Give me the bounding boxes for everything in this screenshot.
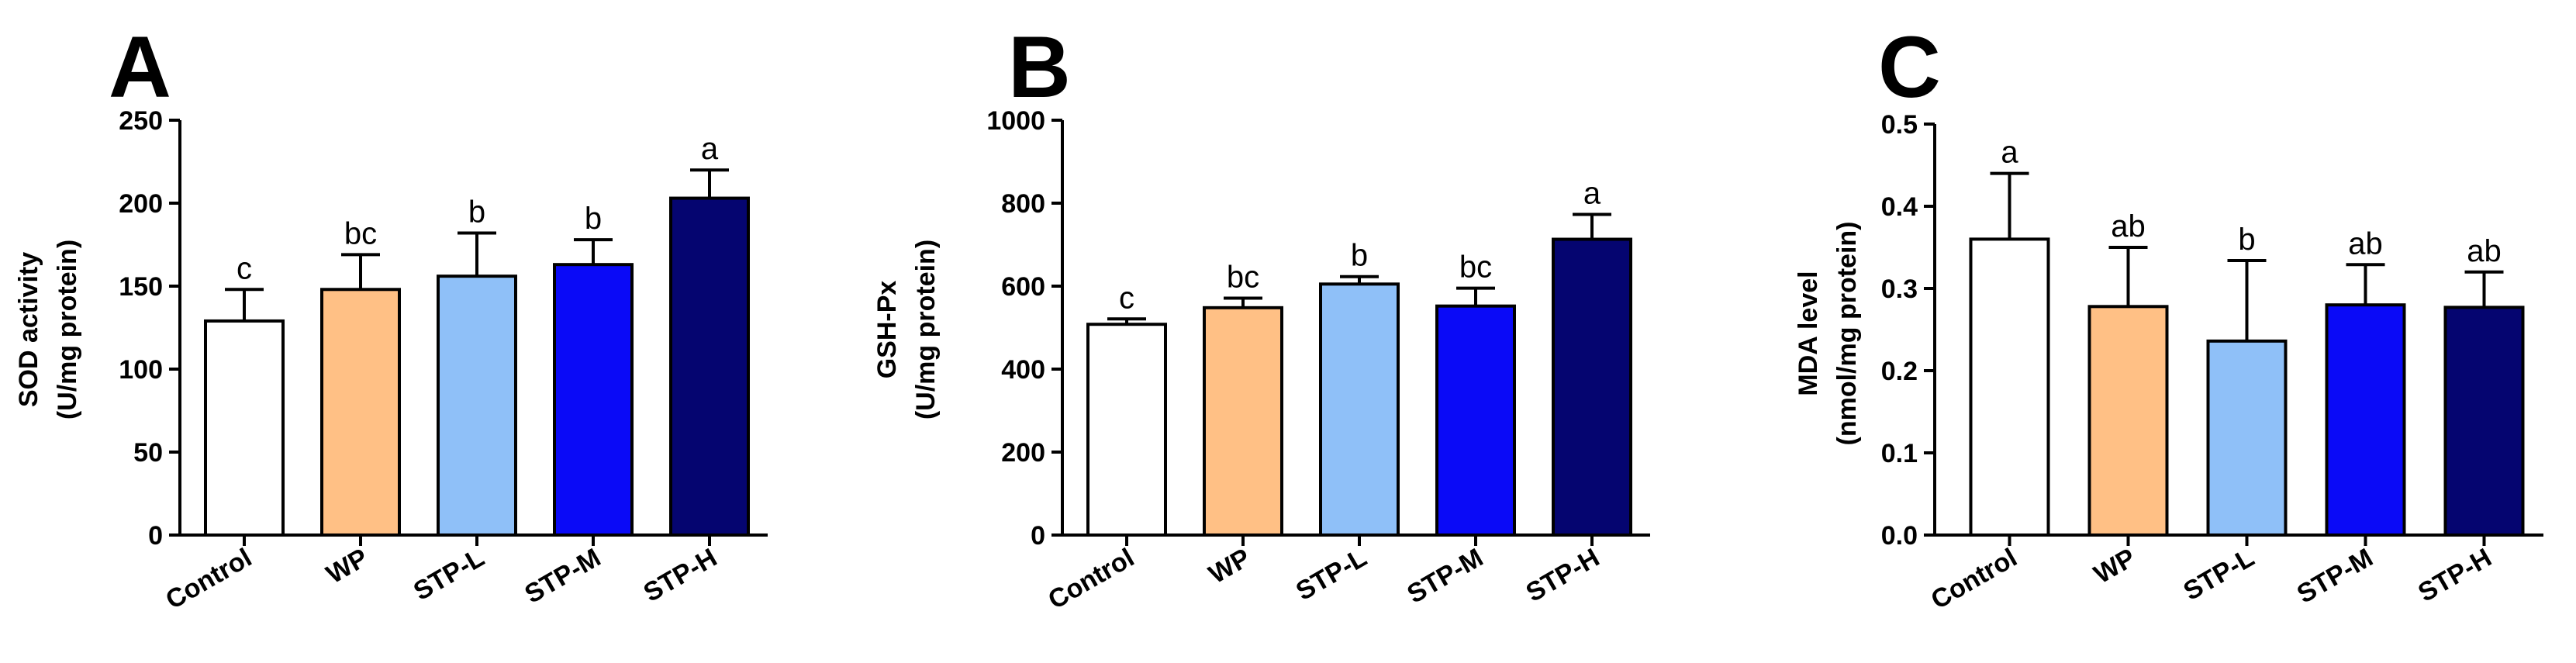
panel-c-ylabel-line2: (nmol/mg protein)	[1832, 222, 1862, 446]
panel-a-xtick-label-1: WP	[322, 543, 373, 589]
panel-a-bar-wp	[320, 288, 401, 537]
panel-b-xtick-label-2: STP-L	[1291, 543, 1372, 606]
panel-a-xtick-label-4: STP-H	[639, 543, 722, 608]
panel-b-ylabel-line2: (U/mg protein)	[911, 240, 941, 420]
panel-a-ytick-label: 50	[133, 438, 163, 468]
panel-a-ylabel-line1: SOD activity	[14, 252, 43, 407]
panel-a-significance-2: b	[468, 195, 485, 230]
panel-a-ytick-label: 200	[119, 189, 163, 219]
panel-c-letter: C	[1878, 19, 1941, 116]
panel-b-bar-wp	[1203, 306, 1283, 537]
panel-c-bar-stp-m	[2325, 303, 2406, 537]
panel-c-ytick-label: 0.4	[1881, 192, 1918, 222]
panel-c-ytick-label: 0.3	[1881, 275, 1918, 304]
panel-c-significance-1: ab	[2111, 209, 2146, 243]
panel-a-significance-4: a	[701, 132, 719, 166]
panel-c-bar-stp-h	[2443, 306, 2525, 537]
panel-a-ytick-label: 150	[119, 272, 163, 302]
panel-c-xtick-label-0: Control	[1926, 543, 2022, 615]
panel-b-ytick-label: 200	[1001, 438, 1045, 468]
panel-b-ylabel-line1: GSH-Px	[872, 281, 902, 379]
panel-a-bar-stp-m	[553, 263, 634, 537]
panel-c-xtick-label-1: WP	[2089, 543, 2140, 589]
panel-a-xtick-label-2: STP-L	[409, 543, 489, 606]
panel-c-bar-control	[1969, 237, 2050, 537]
panel-b-significance-0: c	[1119, 281, 1134, 315]
panel-b-bar-stp-l	[1319, 282, 1400, 537]
panel-a-bar-control	[204, 319, 285, 537]
panel-a-ytick-label: 0	[148, 521, 163, 551]
panel-c-xtick-label-3: STP-M	[2292, 543, 2378, 609]
panel-b-bar-stp-h	[1552, 237, 1632, 537]
panel-c-ytick-label: 0.5	[1881, 110, 1918, 140]
panel-a-ylabel-line2: (U/mg protein)	[53, 240, 82, 420]
panel-b-significance-3: bc	[1459, 250, 1492, 285]
panel-b-xtick-label-3: STP-M	[1402, 543, 1488, 609]
panel-b-xtick-label-1: WP	[1204, 543, 1255, 589]
panel-b-bar-control	[1086, 323, 1167, 537]
panel-a-letter: A	[109, 19, 171, 116]
panel-a-bar-stp-h	[669, 196, 750, 537]
panel-a-significance-1: bc	[344, 216, 377, 250]
panel-a-ytick-label: 100	[119, 355, 163, 385]
panel-c-ylabel-line1: MDA level	[1794, 271, 1823, 395]
panel-c-significance-0: a	[2001, 136, 2018, 170]
panel-a-bar-stp-l	[437, 275, 517, 537]
panel-b-ytick-label: 0	[1031, 521, 1045, 551]
panel-c-significance-4: ab	[2467, 234, 2502, 268]
panel-b-ytick-label: 1000	[986, 106, 1045, 136]
panel-b-xtick-label-0: Control	[1043, 543, 1139, 615]
panel-a-significance-0: c	[237, 251, 252, 285]
panel-c-xtick-label-2: STP-L	[2178, 543, 2259, 606]
panel-c-significance-2: b	[2238, 223, 2255, 257]
panel-c-xtick-label-4: STP-H	[2413, 543, 2496, 608]
panel-c-significance-3: ab	[2348, 226, 2383, 261]
panel-a-significance-3: b	[585, 202, 602, 236]
panel-c-bar-wp	[2087, 305, 2169, 537]
panel-b-ytick-label: 400	[1001, 355, 1045, 385]
panel-a-xtick-label-0: Control	[161, 543, 257, 615]
panel-b-letter: B	[1008, 19, 1071, 116]
panel-a-ytick-label: 250	[119, 106, 163, 136]
panel-c-bar-stp-l	[2206, 339, 2288, 537]
panel-c-ytick-label: 0.2	[1881, 357, 1918, 386]
panel-b-xtick-label-4: STP-H	[1521, 543, 1604, 608]
panel-b-ytick-label: 800	[1001, 189, 1045, 219]
panel-b-significance-1: bc	[1227, 261, 1259, 295]
panel-c-ytick-label: 0.0	[1881, 521, 1918, 551]
panel-c-ytick-label: 0.1	[1881, 439, 1918, 468]
panel-a-xtick-label-3: STP-M	[520, 543, 606, 609]
panel-b-significance-2: b	[1351, 239, 1368, 273]
panel-b-bar-stp-m	[1435, 304, 1516, 537]
panel-b-ytick-label: 600	[1001, 272, 1045, 302]
panel-b-significance-4: a	[1583, 176, 1601, 210]
